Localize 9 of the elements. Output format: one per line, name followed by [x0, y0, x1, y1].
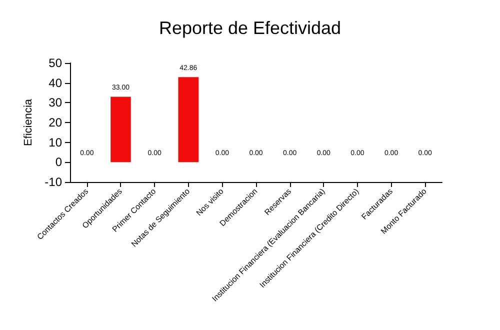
chart-title: Reporte de Efectividad	[158, 18, 342, 38]
y-tick-label: 50	[48, 56, 62, 70]
y-tick-label: 30	[48, 96, 62, 110]
y-axis-title: Eficiencia	[22, 98, 34, 146]
y-tick-label: 20	[48, 116, 62, 130]
y-tick-label: 0	[55, 155, 62, 170]
y-tick-label: -10	[44, 175, 62, 189]
y-tick-label: 40	[48, 76, 62, 90]
y-tick-label: 10	[48, 135, 62, 150]
